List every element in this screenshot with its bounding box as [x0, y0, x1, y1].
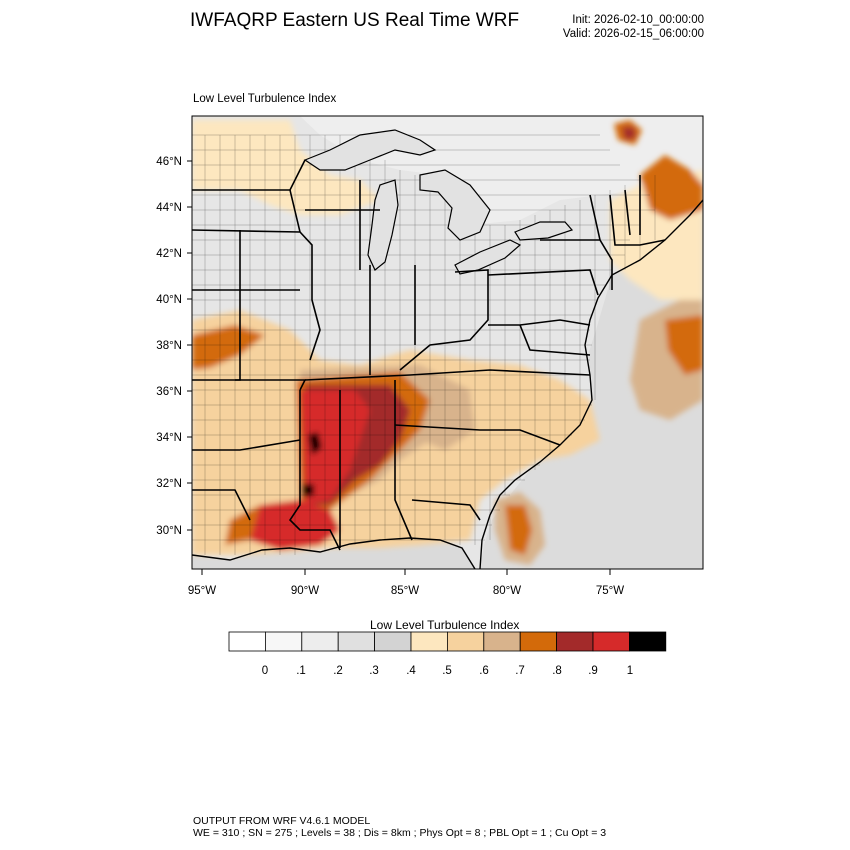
- lon-label: 80°W: [493, 585, 521, 597]
- lake-erie: [454, 239, 522, 275]
- footer-line-2: WE = 310 ; SN = 275 ; Levels = 38 ; Dis …: [193, 827, 607, 839]
- colorbar-labels: 0 .1 .2 .3 .4 .5 .6 .7 .8 .9 1: [262, 665, 633, 677]
- lake-huron: [419, 169, 491, 241]
- lat-label: 46°N: [156, 156, 182, 168]
- colorbar-label: .2: [333, 665, 343, 677]
- lat-label: 44°N: [156, 202, 182, 214]
- colorbar-label: .4: [406, 665, 416, 677]
- model-footer: OUTPUT FROM WRF V4.6.1 MODEL WE = 310 ; …: [193, 815, 606, 839]
- lat-label: 38°N: [156, 340, 182, 352]
- lon-label: 90°W: [291, 585, 319, 597]
- lon-label: 85°W: [391, 585, 419, 597]
- lon-label: 75°W: [596, 585, 624, 597]
- colorbar-label: .7: [515, 665, 525, 677]
- lake-ontario: [514, 221, 574, 241]
- colorbar-label: .1: [296, 665, 306, 677]
- colorbar-label: .5: [442, 665, 452, 677]
- main-title: IWFAQRP Eastern US Real Time WRF: [190, 10, 520, 31]
- colorbar-swatch: [264, 631, 303, 652]
- lat-label: 34°N: [156, 432, 182, 444]
- colorbar-label: .9: [588, 665, 598, 677]
- map-frame: [191, 115, 704, 570]
- colorbar-label: 0: [262, 665, 268, 677]
- colorbar-label: .3: [369, 665, 379, 677]
- colorbar-swatch: [337, 631, 376, 652]
- lake-superior: [303, 129, 437, 171]
- lake-michigan: [367, 179, 399, 271]
- init-valid-times: Init: 2026-02-10_00:00:00 Valid: 2026-02…: [563, 13, 704, 41]
- great-lakes: [303, 129, 574, 275]
- colorbar-swatch: [410, 631, 448, 652]
- colorbar-label: .8: [552, 665, 562, 677]
- footer-line-1: OUTPUT FROM WRF V4.6.1 MODEL: [193, 815, 371, 827]
- init-time: Init: 2026-02-10_00:00:00: [572, 14, 704, 26]
- lat-label: 32°N: [156, 478, 182, 490]
- longitude-labels: 95°W 90°W 85°W 80°W 75°W: [188, 585, 624, 597]
- plot-subtitle: Low Level Turbulence Index: [193, 93, 337, 105]
- colorbar-swatch: [483, 631, 521, 652]
- valid-time: Valid: 2026-02-15_06:00:00: [562, 28, 704, 40]
- colorbar-swatch: [374, 631, 412, 652]
- colorbar-label: 1: [627, 665, 633, 677]
- lon-label: 95°W: [188, 585, 216, 597]
- axis-ticks: [187, 160, 611, 575]
- latitude-labels: 46°N 44°N 42°N 40°N 38°N 36°N 34°N 32°N …: [156, 156, 182, 537]
- coastline: [192, 199, 703, 569]
- colorbar-swatch: [228, 631, 266, 652]
- lat-label: 30°N: [156, 525, 182, 537]
- colorbar-swatch: [301, 631, 339, 652]
- colorbar-swatch: [446, 631, 485, 652]
- colorbar-title: Low Level Turbulence Index: [370, 618, 520, 632]
- turbulence-field: [192, 120, 703, 565]
- colorbar-swatch: [519, 631, 558, 652]
- colorbar-label: .6: [479, 665, 489, 677]
- lat-label: 36°N: [156, 386, 182, 398]
- map-area: [192, 116, 703, 569]
- colorbar: [228, 631, 667, 652]
- lat-label: 42°N: [156, 248, 182, 260]
- lat-label: 40°N: [156, 294, 182, 306]
- colorbar-swatch: [592, 631, 630, 652]
- colorbar-swatch: [629, 631, 667, 652]
- colorbar-swatch: [556, 631, 594, 652]
